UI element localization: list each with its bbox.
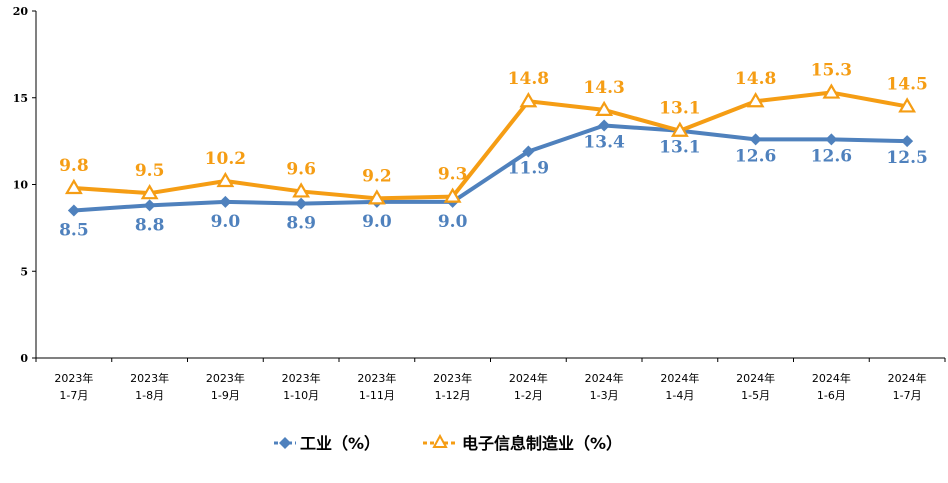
x-tick-label-period: 1-4月 (665, 389, 694, 402)
data-label: 15.3 (811, 61, 852, 81)
data-label: 9.0 (211, 212, 241, 232)
series-line-1 (71, 90, 910, 201)
x-tick-label-period: 1-2月 (514, 389, 543, 402)
x-tick-label-period: 1-11月 (359, 389, 395, 402)
data-label: 14.5 (886, 74, 927, 94)
data-point-diamond (522, 145, 535, 158)
x-tick-label-year: 2023年 (433, 371, 472, 385)
data-label: 12.5 (886, 148, 927, 168)
data-point-diamond (219, 195, 232, 208)
data-point-triangle (898, 97, 917, 113)
data-point-triangle (292, 182, 311, 198)
data-label: 8.8 (135, 215, 165, 235)
x-tick-label-year: 2024年 (736, 371, 775, 385)
x-tick-label-period: 1-7月 (893, 389, 922, 402)
x-tick-label-period: 1-5月 (741, 389, 770, 402)
data-label: 13.4 (583, 133, 625, 153)
data-label: 12.6 (735, 146, 776, 166)
data-point-diamond (598, 119, 611, 132)
data-point-diamond (295, 197, 308, 210)
x-tick-label-year: 2023年 (54, 371, 93, 385)
legend: 工业（%） 电子信息制造业（%） (274, 433, 622, 453)
series-lines (71, 90, 910, 213)
data-label: 8.5 (59, 221, 89, 241)
y-tick-label: 15 (13, 92, 28, 105)
y-tick-label: 10 (13, 179, 29, 192)
chart-axes (32, 10, 946, 362)
y-tick-label: 0 (20, 352, 28, 365)
series-line-0 (71, 123, 910, 213)
data-label: 14.8 (735, 69, 776, 89)
data-label: 9.2 (362, 166, 392, 186)
data-point-triangle (367, 189, 386, 205)
data-label: 14.3 (583, 78, 624, 98)
x-tick-label-year: 2024年 (660, 371, 699, 385)
x-tick-label-year: 2023年 (282, 371, 321, 385)
y-tick-label: 20 (13, 5, 29, 18)
x-tick-label-year: 2023年 (206, 371, 245, 385)
data-label: 9.3 (438, 165, 468, 185)
x-tick-label-year: 2023年 (130, 371, 169, 385)
data-label: 11.9 (508, 159, 549, 179)
legend-label-electronics: 电子信息制造业（%） (462, 434, 622, 453)
data-point-triangle (140, 183, 159, 200)
data-label: 9.0 (438, 212, 468, 232)
data-point-diamond (901, 135, 914, 148)
x-tick-label-period: 1-8月 (135, 389, 164, 402)
data-point-triangle (822, 83, 841, 99)
x-tick-label-year: 2024年 (509, 371, 548, 385)
y-tick-label: 5 (20, 265, 28, 278)
data-label: 9.6 (286, 159, 316, 179)
x-tick-label-year: 2023年 (357, 371, 396, 385)
x-tick-label-period: 1-3月 (590, 389, 619, 402)
data-point-triangle (519, 92, 538, 108)
data-label: 9.5 (135, 161, 165, 181)
x-tick-label-period: 1-9月 (211, 389, 240, 402)
data-point-triangle (64, 178, 83, 195)
data-label: 9.0 (362, 212, 392, 232)
x-tick-label-year: 2024年 (888, 371, 927, 385)
data-label: 13.1 (659, 99, 700, 119)
data-label: 14.8 (508, 69, 549, 89)
data-label: 10.2 (205, 149, 246, 169)
data-point-diamond (143, 199, 156, 212)
x-tick-label-year: 2024年 (812, 371, 851, 385)
x-tick-label-period: 1-12月 (435, 389, 471, 402)
data-point-diamond (749, 133, 762, 146)
data-point-triangle (443, 187, 462, 203)
data-label: 8.9 (286, 214, 316, 234)
x-tick-label-period: 1-6月 (817, 389, 846, 402)
legend-diamond-icon (279, 437, 291, 449)
data-point-triangle (216, 171, 235, 188)
data-point-diamond (825, 133, 838, 146)
data-point-triangle (670, 121, 689, 137)
series-markers (64, 83, 917, 217)
x-tick-label-period: 1-7月 (59, 389, 88, 402)
tick-labels: 0 5 10 15 20 2023年 1-7月 2023年 1-8月 2023年 1-9月 2023年… (13, 5, 927, 402)
data-point-diamond (67, 204, 80, 217)
legend-label-industry: 工业（%） (300, 434, 380, 453)
data-label: 13.1 (659, 138, 700, 158)
x-tick-label-period: 1-10月 (283, 389, 319, 402)
data-label: 12.6 (811, 146, 852, 166)
legend-triangle-icon (432, 433, 448, 448)
data-labels: 8.5 8.8 9.0 8.9 9.0 9.0 11.9 13.4 13.1 12.6 12.6 12… (59, 61, 928, 241)
x-tick-label-year: 2024年 (585, 371, 624, 385)
data-point-triangle (746, 92, 765, 108)
data-point-triangle (595, 100, 614, 116)
data-label: 9.8 (59, 156, 89, 176)
